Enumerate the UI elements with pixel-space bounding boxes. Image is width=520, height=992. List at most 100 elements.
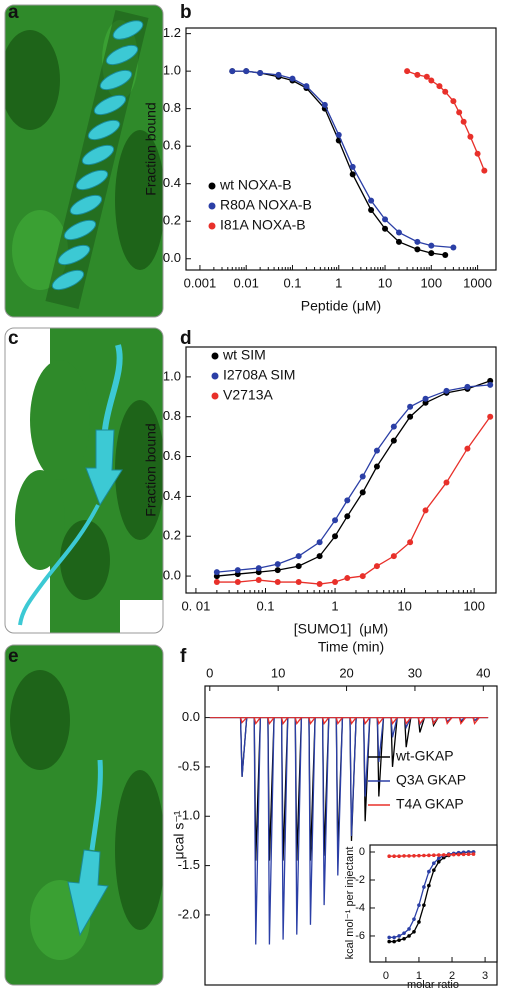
injection-peak: [267, 717, 275, 945]
data-point: [382, 216, 389, 223]
data-point: [332, 579, 339, 586]
y-tick-label: 0.8: [163, 100, 181, 115]
data-point: [422, 853, 426, 858]
data-point: [436, 856, 441, 861]
data-point: [451, 852, 456, 857]
data-point: [427, 853, 431, 858]
legend-label: Q3A GKAP: [396, 772, 466, 788]
data-point: [395, 238, 402, 245]
data-point: [332, 517, 339, 524]
image-frame: [4, 644, 164, 986]
panel-label: a: [8, 2, 19, 23]
data-point: [436, 859, 441, 864]
injection-peak: [404, 717, 412, 748]
y-tick-label: 0: [359, 846, 365, 858]
x-tick-label: 20: [339, 665, 353, 680]
x-tick-label: 0.01: [234, 275, 259, 290]
panel-label: f: [180, 646, 187, 667]
y-tick-label: -4: [355, 902, 365, 914]
data-point: [427, 869, 431, 874]
injection-peak: [431, 717, 439, 725]
injection-peak: [239, 717, 248, 777]
injection-peak: [349, 717, 357, 837]
y-axis-title: kcal mol⁻¹ per injectant: [344, 847, 356, 960]
x-tick-label: 3: [482, 970, 488, 982]
x-tick-label: 40: [476, 665, 490, 680]
data-point: [443, 479, 450, 486]
data-point: [422, 395, 429, 402]
structure-image: [5, 5, 163, 317]
data-point: [412, 853, 416, 858]
x-tick-label: 0: [383, 970, 389, 982]
injection-peak: [280, 717, 289, 940]
data-point: [432, 868, 436, 872]
data-point: [359, 573, 366, 580]
y-axis-title: Fraction bound: [143, 423, 159, 516]
data-point: [335, 131, 342, 138]
data-point: [332, 533, 339, 540]
legend-swatch: [211, 372, 219, 380]
injection-peak: [376, 717, 385, 763]
data-point: [422, 903, 426, 907]
y-tick-label: 0.0: [163, 568, 181, 583]
data-point: [441, 853, 446, 857]
data-point: [373, 447, 380, 454]
data-point: [407, 413, 414, 420]
x-tick-label: 10: [397, 598, 411, 613]
panel-label: b: [180, 2, 192, 23]
image-frame: [4, 4, 164, 318]
injection-peak: [280, 717, 289, 725]
data-point: [274, 561, 281, 568]
structure-image: [5, 645, 163, 985]
data-point: [464, 445, 471, 452]
plot-frame: [185, 27, 497, 271]
data-point: [390, 553, 397, 560]
data-point: [464, 383, 471, 390]
data-point: [428, 242, 435, 249]
data-point: [344, 497, 351, 504]
injection-peak: [390, 717, 398, 738]
data-point: [255, 577, 262, 584]
data-point: [423, 73, 430, 80]
x-tick-label: 10: [271, 665, 285, 680]
data-point: [344, 513, 351, 520]
data-point: [229, 68, 236, 75]
x-tick-label: 1: [331, 598, 338, 613]
data-point: [359, 489, 366, 496]
y-tick-label: -2: [355, 874, 365, 886]
data-point: [257, 70, 264, 77]
data-point: [382, 225, 389, 232]
data-point: [432, 861, 436, 865]
data-point: [397, 934, 401, 938]
x-axis-title: [SUMO1] (μM): [294, 621, 388, 637]
x-tick-label: 0: [206, 665, 213, 680]
legend-swatch: [208, 202, 216, 210]
data-point: [450, 244, 457, 251]
data-point: [373, 563, 380, 570]
panel-label: e: [8, 646, 19, 667]
y-tick-label: 1.2: [163, 25, 181, 40]
data-point: [392, 854, 396, 858]
data-point: [316, 539, 323, 546]
image-frame: [4, 327, 164, 634]
injection-peak: [253, 717, 261, 725]
y-tick-label: -2.0: [178, 906, 200, 921]
data-point: [321, 101, 328, 108]
injection-peak: [267, 717, 275, 725]
injection-peak: [335, 717, 344, 876]
series-line: [216, 384, 491, 573]
y-axis-title: μcal s⁻¹: [171, 810, 187, 859]
injection-peak: [363, 717, 371, 725]
data-point: [461, 852, 466, 857]
x-tick-label: 1: [335, 275, 342, 290]
data-point: [407, 934, 411, 938]
injection-peak: [321, 717, 330, 906]
data-point: [349, 163, 356, 170]
data-point: [417, 920, 421, 924]
data-point: [359, 473, 366, 480]
injection-peak: [363, 717, 371, 797]
injection-peak: [294, 717, 302, 725]
data-point: [234, 579, 241, 586]
data-point: [414, 246, 421, 253]
